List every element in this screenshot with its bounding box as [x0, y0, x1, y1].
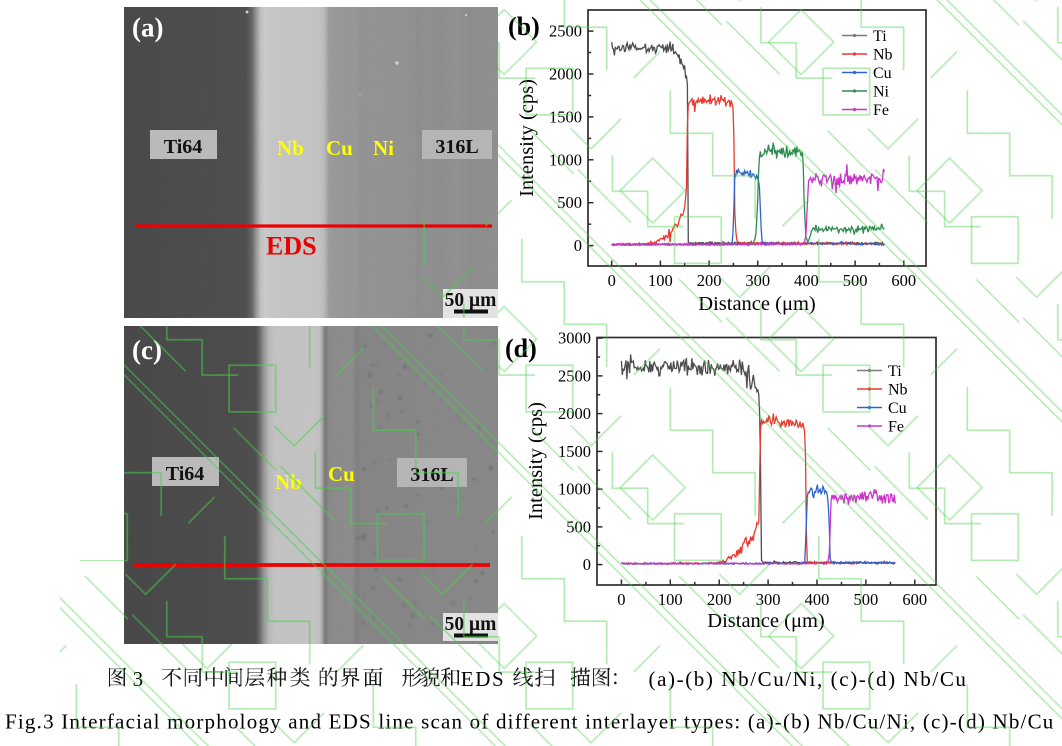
svg-text:EDS: EDS: [461, 667, 505, 691]
svg-text:(a): (a): [132, 13, 163, 43]
svg-text:Ti64: Ti64: [164, 136, 203, 158]
svg-text:EDS: EDS: [266, 232, 317, 261]
svg-text:Fig.3 Interfacial morphology a: Fig.3 Interfacial morphology and EDS lin…: [5, 709, 1054, 733]
svg-text:316L: 316L: [435, 136, 478, 158]
svg-text:Cu: Cu: [326, 136, 353, 160]
svg-text:Ni: Ni: [373, 136, 394, 160]
svg-text:(a)-(b) Nb/Cu/Ni, (c)-(d) Nb/C: (a)-(b) Nb/Cu/Ni, (c)-(d) Nb/Cu: [649, 667, 968, 691]
svg-text:Nb: Nb: [277, 136, 304, 160]
svg-text:3: 3: [133, 667, 144, 691]
